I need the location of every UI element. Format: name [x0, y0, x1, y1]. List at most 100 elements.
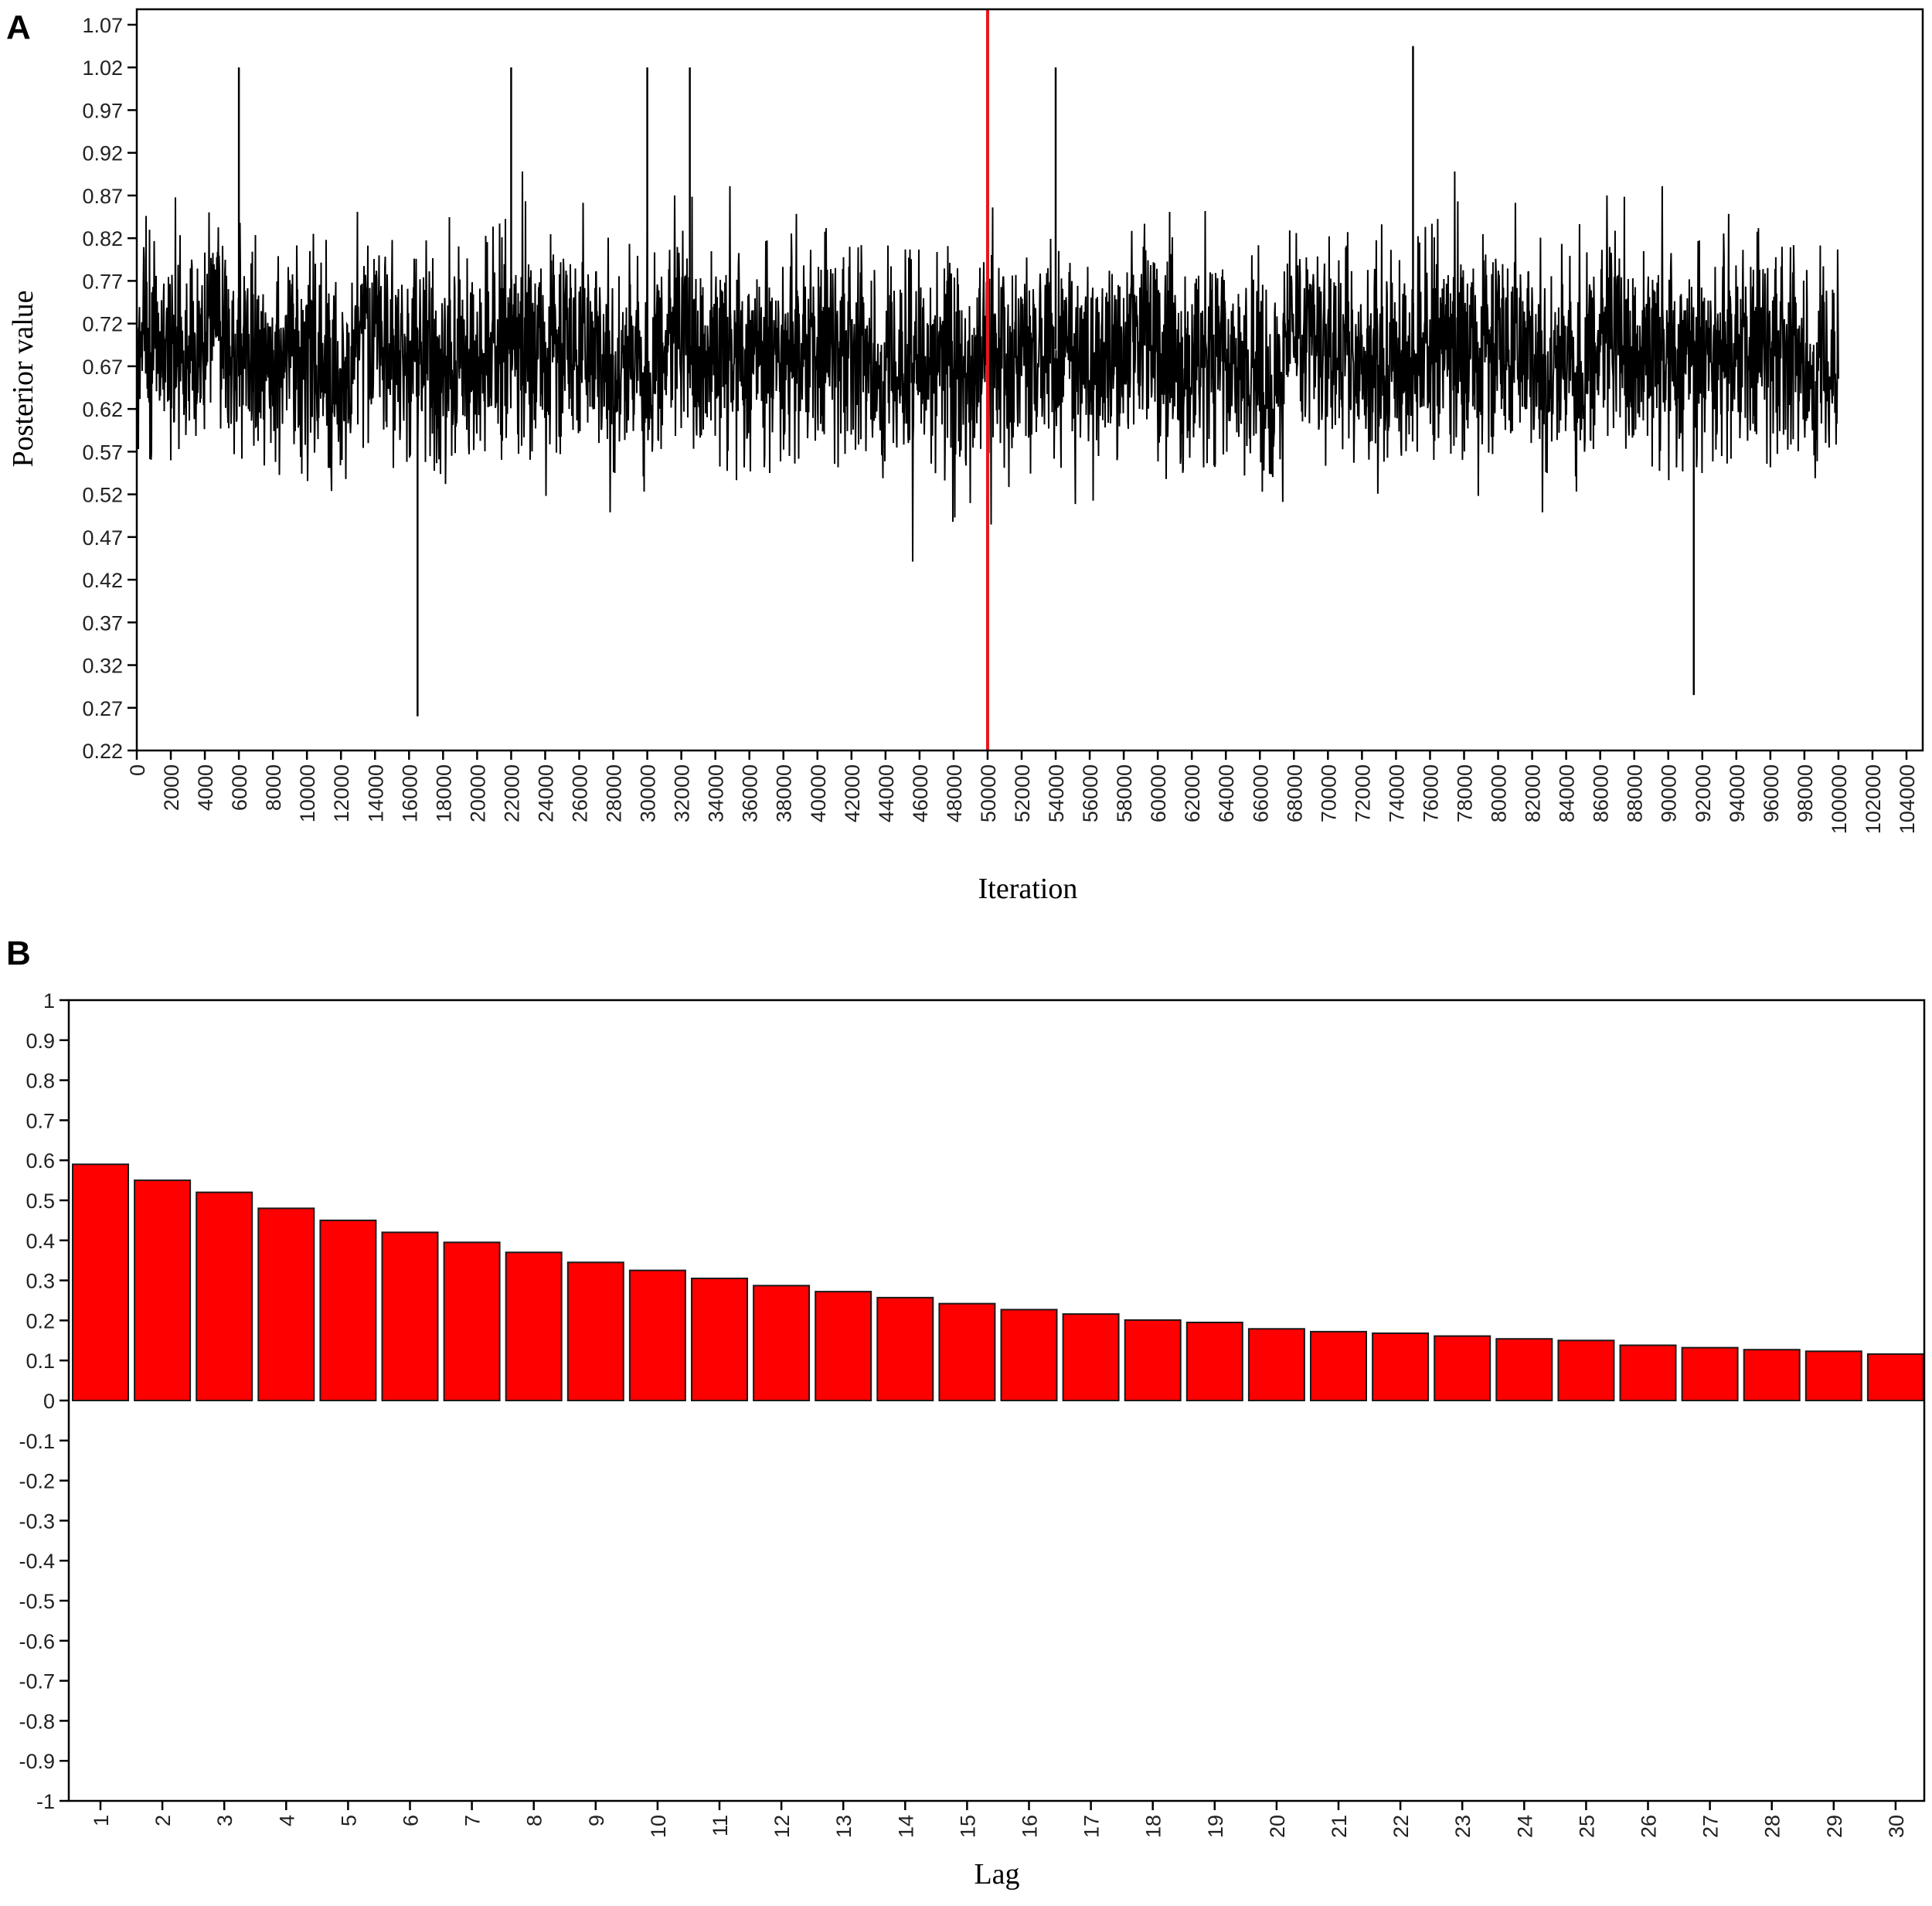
x-tick-label: 60000 — [1147, 764, 1170, 822]
x-axis-b: 1 2 3 4 5 6 7 8 9 10 11 12 13 14 15 16 17 18 19 20 21 22 23 24 2… — [90, 1801, 1908, 1838]
bar — [815, 1291, 872, 1401]
bar — [1310, 1330, 1367, 1402]
panel-letter-b: B — [6, 934, 31, 972]
x-tick-label: 92000 — [1692, 764, 1715, 822]
x-tick-label: 24000 — [534, 764, 557, 822]
y-tick-label: 0.72 — [82, 313, 123, 336]
x-tick-label: 66000 — [1249, 764, 1272, 822]
x-tick-label: 22000 — [500, 764, 523, 822]
bar — [1804, 1350, 1862, 1402]
x-tick-label: 56000 — [1079, 764, 1102, 822]
x-tick-label: 21 — [1328, 1815, 1351, 1838]
x-tick-label: 96000 — [1760, 764, 1783, 822]
bar — [691, 1278, 748, 1402]
x-tick-label: 46000 — [909, 764, 932, 822]
y-tick-label: -0.8 — [19, 1710, 55, 1733]
x-tick-label: 11 — [709, 1815, 732, 1836]
x-tick-label: 30 — [1885, 1815, 1908, 1838]
x-tick-label: 6 — [400, 1815, 423, 1826]
x-tick-label: 10000 — [296, 764, 319, 822]
y-tick-label: 0.92 — [82, 142, 123, 165]
y-tick-label: 0 — [43, 1390, 55, 1413]
y-tick-label: -0.3 — [19, 1509, 55, 1533]
x-tick-label: 58000 — [1113, 764, 1136, 822]
y-tick-label: -0.5 — [19, 1590, 55, 1613]
x-tick-label: 5 — [337, 1815, 360, 1826]
x-tick-label: 30000 — [637, 764, 660, 822]
x-tick-label: 0 — [126, 764, 149, 776]
panel-letter-a: A — [6, 9, 31, 46]
y-tick-label: 0.87 — [82, 185, 123, 208]
y-tick-label: 0.82 — [82, 227, 123, 250]
y-tick-label: 0.62 — [82, 398, 123, 421]
x-tick-label: 9 — [585, 1815, 608, 1826]
x-tick-label: 84000 — [1556, 764, 1579, 822]
x-tick-label: 100000 — [1828, 764, 1851, 834]
x-tick-label: 44000 — [875, 764, 898, 822]
bar — [505, 1251, 563, 1401]
x-tick-label: 16000 — [398, 764, 421, 822]
bar — [628, 1269, 686, 1402]
x-tick-label: 28 — [1761, 1815, 1784, 1838]
bar — [1743, 1349, 1801, 1401]
x-tick-label: 64000 — [1215, 764, 1238, 822]
x-tick-label: 74000 — [1385, 764, 1408, 822]
y-tick-label: 0.37 — [82, 611, 123, 635]
x-tick-label: 20 — [1266, 1815, 1289, 1838]
y-tick-label: 1.07 — [82, 14, 123, 37]
x-tick-label: 15 — [956, 1815, 979, 1838]
x-tick-label: 28000 — [603, 764, 626, 822]
y-tick-label: 0.97 — [82, 99, 123, 122]
bar — [1434, 1335, 1492, 1402]
x-tick-label: 70000 — [1317, 764, 1340, 822]
x-tick-label: 17 — [1080, 1815, 1104, 1838]
x-tick-label: 32000 — [671, 764, 694, 822]
x-tick-label: 24 — [1513, 1815, 1536, 1838]
bar — [319, 1219, 377, 1402]
x-tick-label: 18 — [1142, 1815, 1165, 1838]
y-tick-label: -0.2 — [19, 1470, 55, 1493]
x-tick-label: 50000 — [977, 764, 1000, 822]
y-axis-a: 0.22 0.27 0.32 0.37 0.42 0.47 0.52 0.57 0.62 0.67… — [82, 14, 137, 763]
x-tick-label: 2000 — [160, 764, 183, 811]
x-tick-label: 29 — [1823, 1815, 1846, 1838]
x-tick-label: 25 — [1575, 1815, 1598, 1838]
x-axis-title-a: Iteration — [978, 873, 1078, 905]
x-tick-label: 26000 — [569, 764, 592, 822]
y-tick-label: 0.52 — [82, 484, 123, 507]
y-tick-label: 0.9 — [26, 1030, 55, 1053]
y-tick-label: 0.8 — [26, 1070, 55, 1093]
x-tick-label: 13 — [832, 1815, 855, 1838]
bar — [1372, 1332, 1430, 1401]
bar — [134, 1179, 192, 1401]
y-axis-b: 1 0.9 0.8 0.7 0.6 0.5 0.4 0.3 0.2 0.1 0 -0.1 -0.2 -0.… — [19, 989, 69, 1813]
x-tick-label: 26 — [1638, 1815, 1661, 1838]
x-tick-label: 19 — [1204, 1815, 1227, 1838]
bar — [443, 1241, 501, 1402]
bar — [1495, 1338, 1553, 1402]
bar-series — [72, 1163, 1924, 1402]
y-tick-label: 0.7 — [26, 1109, 55, 1132]
x-tick-label: 12000 — [330, 764, 353, 822]
x-tick-label: 76000 — [1419, 764, 1442, 822]
panel-a-trace-plot: A 0.220.270.320.370.420.470.520.570.620.… — [6, 8, 1924, 905]
y-tick-label: -0.9 — [19, 1750, 55, 1773]
x-tick-label: 27 — [1699, 1815, 1723, 1838]
bar — [196, 1191, 253, 1401]
x-tick-label: 34000 — [705, 764, 728, 822]
bar — [1557, 1339, 1615, 1402]
bar — [566, 1261, 624, 1402]
x-tick-label: 54000 — [1045, 764, 1068, 822]
y-axis-title-a: Posterior value — [7, 290, 39, 467]
y-tick-label: -1 — [36, 1790, 55, 1813]
x-tick-label: 42000 — [841, 764, 864, 822]
x-tick-label: 12 — [770, 1815, 794, 1838]
x-axis-title-b: Lag — [974, 1858, 1019, 1891]
x-tick-label: 62000 — [1181, 764, 1204, 822]
x-tick-label: 23 — [1451, 1815, 1475, 1838]
y-tick-label: 0.1 — [26, 1350, 55, 1373]
x-tick-label: 48000 — [943, 764, 966, 822]
x-axis-a: 0 2000 4000 6000 8000 10000 12000 14000 16000 180… — [126, 750, 1919, 834]
x-tick-label: 104000 — [1896, 764, 1919, 834]
